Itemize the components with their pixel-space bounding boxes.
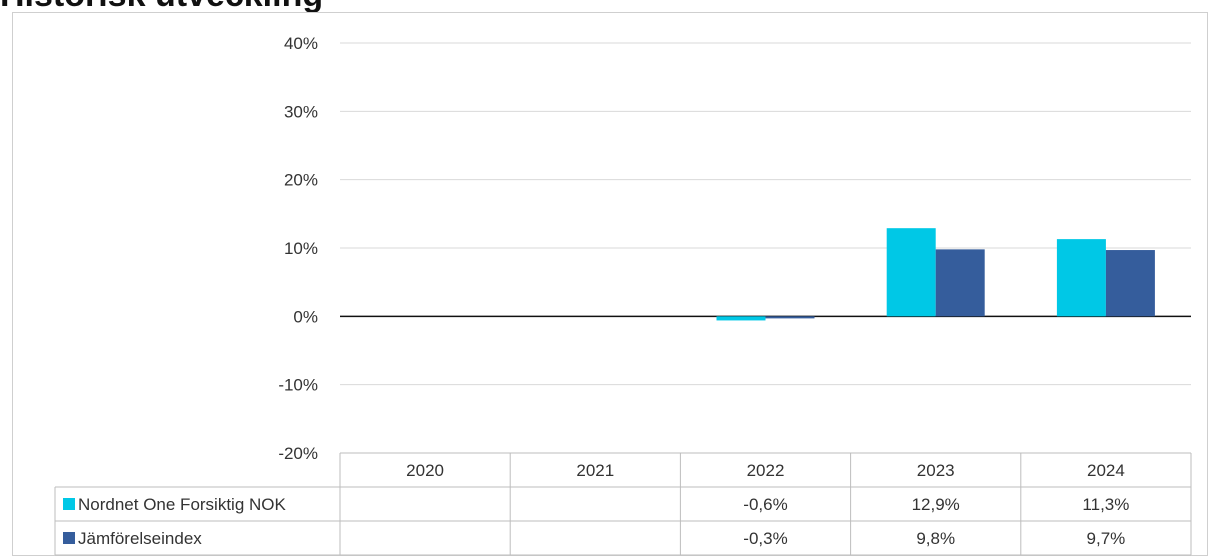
y-tick-label: 20% [284, 171, 318, 190]
y-tick-label: 40% [284, 34, 318, 53]
x-category-label: 2024 [1087, 461, 1125, 480]
gridlines [340, 42, 1191, 386]
bar-index-2022 [765, 316, 815, 319]
x-category-label: 2020 [406, 461, 444, 480]
legend-swatch [63, 498, 75, 510]
page-title: Historisk utveckling [0, 0, 323, 15]
y-tick-label: 0% [293, 307, 318, 326]
x-category-label: 2022 [747, 461, 785, 480]
bar-index-2023 [935, 249, 985, 317]
y-tick-label: -10% [278, 376, 318, 395]
bar-index-2024 [1105, 250, 1155, 317]
legend-swatch [63, 532, 75, 544]
data-label: 9,7% [1087, 529, 1126, 548]
y-tick-label: -20% [278, 444, 318, 463]
data-label: 9,8% [916, 529, 955, 548]
bar-fund-2022 [716, 316, 766, 321]
legend-label: Nordnet One Forsiktig NOK [78, 495, 287, 514]
data-label: 12,9% [912, 495, 960, 514]
bar-fund-2023 [886, 228, 936, 317]
bar-fund-2024 [1056, 239, 1106, 317]
data-table: 2020 2021 2022 2023 2024 Nordnet One Forsikti… [54, 452, 1192, 556]
bars [716, 228, 1155, 321]
x-category-label: 2023 [917, 461, 955, 480]
legend-label: Jämförelseindex [78, 529, 202, 548]
data-label: -0,6% [743, 495, 787, 514]
y-tick-label: 10% [284, 239, 318, 258]
data-label: -0,3% [743, 529, 787, 548]
x-category-label: 2021 [576, 461, 614, 480]
data-label: 11,3% [1082, 495, 1129, 514]
y-axis: 40% 30% 20% 10% 0% -10% -20% [278, 34, 318, 463]
y-tick-label: 30% [284, 102, 318, 121]
